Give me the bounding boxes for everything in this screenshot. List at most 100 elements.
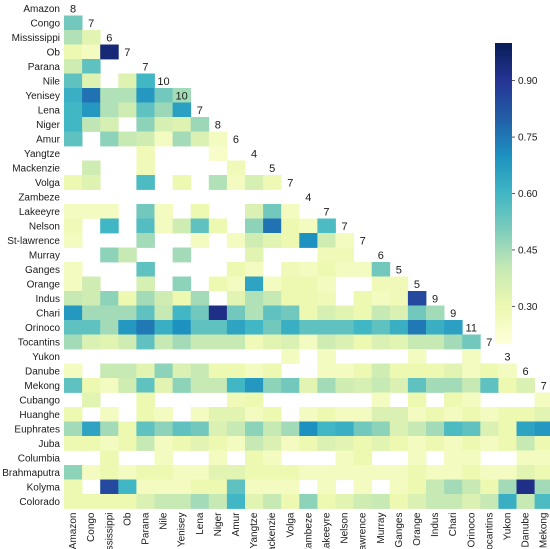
- heatmap-cell: [480, 479, 499, 495]
- heatmap-cell: [136, 73, 155, 89]
- column-label: Lena: [195, 512, 206, 535]
- row-label: Lakeeyre: [19, 207, 61, 218]
- heatmap-cell: [208, 334, 228, 350]
- heatmap-cell: [245, 479, 264, 495]
- heatmap-cell: [534, 407, 550, 422]
- column-label: Congo: [86, 512, 97, 542]
- heatmap-cell: [299, 233, 318, 248]
- heatmap-cell: [317, 233, 336, 248]
- heatmap-cell: [317, 305, 336, 321]
- heatmap-cell: [263, 479, 282, 495]
- heatmap-cell: [64, 378, 83, 393]
- heatmap-cell: [190, 291, 210, 306]
- heatmap-cell: [444, 407, 463, 422]
- heatmap-cell: [190, 320, 210, 335]
- heatmap-cell: [245, 218, 264, 234]
- row-label: Mississippi: [12, 33, 60, 44]
- heatmap-cell: [136, 334, 155, 350]
- column-label: Mississippi: [104, 513, 115, 549]
- heatmap-cell: [64, 30, 83, 45]
- heatmap-cell: [136, 102, 155, 118]
- heatmap-cell: [426, 421, 445, 437]
- heatmap-cell: [136, 160, 155, 176]
- heatmap-cell: [154, 204, 173, 219]
- heatmap-cell: [317, 291, 336, 306]
- heatmap-cell: [317, 218, 336, 234]
- heatmap-cell: [534, 494, 550, 509]
- heatmap-cell: [516, 450, 535, 466]
- heatmap-cell: [245, 450, 264, 466]
- heatmap-cell: [172, 276, 192, 292]
- heatmap-cell: [281, 291, 300, 306]
- heatmap-cell: [498, 378, 517, 393]
- heatmap-cell: [498, 479, 517, 495]
- heatmap-cell: [208, 218, 228, 234]
- heatmap-cell: [100, 204, 119, 219]
- row-label: Huanghe: [19, 410, 60, 421]
- column-label: Orinoco: [466, 512, 477, 547]
- heatmap-cell: [353, 320, 373, 335]
- heatmap-cell: [208, 450, 228, 466]
- row-label: Columbia: [18, 453, 61, 464]
- heatmap-cell: [154, 305, 173, 321]
- heatmap-cell: [208, 421, 228, 437]
- heatmap-cell: [64, 59, 83, 74]
- heatmap-cell: [480, 407, 499, 422]
- heatmap-cell: [118, 305, 137, 321]
- heatmap-cell: [172, 334, 192, 350]
- heatmap-cell: [172, 421, 192, 437]
- heatmap-cell: [190, 233, 210, 248]
- heatmap-cell: [516, 378, 535, 393]
- heatmap-cell: [100, 479, 119, 495]
- heatmap-cell: [136, 276, 155, 292]
- row-count-label: 5: [269, 163, 275, 175]
- column-label: Yenisey: [177, 513, 188, 548]
- heatmap-cell: [136, 88, 155, 103]
- heatmap-cell: [100, 44, 119, 60]
- heatmap-cell: [136, 479, 155, 495]
- heatmap-cell: [64, 465, 83, 480]
- heatmap-cell: [281, 262, 300, 277]
- heatmap-cell: [64, 175, 83, 190]
- heatmap-cell: [299, 320, 318, 335]
- heatmap-cell: [335, 334, 354, 350]
- heatmap-cell: [407, 465, 427, 480]
- heatmap-cell: [245, 436, 264, 451]
- row-count-label: 10: [157, 76, 169, 88]
- heatmap-cell: [64, 320, 83, 335]
- heatmap-cell: [281, 479, 300, 495]
- heatmap-cell: [353, 262, 373, 277]
- heatmap-cell: [208, 494, 228, 509]
- heatmap-cell: [226, 436, 246, 451]
- heatmap-cell: [226, 320, 246, 335]
- heatmap-cell: [389, 334, 409, 350]
- heatmap-cell: [226, 160, 246, 176]
- heatmap-cell: [172, 494, 192, 509]
- heatmap-cell: [281, 465, 300, 480]
- heatmap-cell: [353, 421, 373, 437]
- heatmap-cell: [444, 378, 463, 393]
- heatmap-cell: [444, 494, 463, 509]
- row-label: Nelson: [29, 221, 60, 232]
- heatmap-cell: [389, 421, 409, 437]
- heatmap-cell: [172, 247, 192, 263]
- row-count-label: 7: [142, 61, 148, 73]
- heatmap-cell: [498, 407, 517, 422]
- heatmap-cell: [226, 305, 246, 321]
- heatmap-cell: [136, 465, 155, 480]
- heatmap-cell: [118, 334, 137, 350]
- heatmap-cell: [136, 233, 155, 248]
- row-count-label: 8: [215, 119, 221, 131]
- heatmap-cell: [516, 479, 535, 495]
- heatmap-cell: [64, 262, 83, 277]
- heatmap-cell: [353, 450, 373, 466]
- heatmap-cell: [100, 117, 119, 132]
- heatmap-cell: [154, 117, 173, 132]
- heatmap-cell: [299, 494, 318, 509]
- heatmap-cell: [263, 233, 282, 248]
- heatmap-cell: [299, 334, 318, 350]
- heatmap-cell: [317, 378, 336, 393]
- heatmap-cell: [281, 204, 300, 219]
- heatmap-cell: [498, 465, 517, 480]
- heatmap-cell: [190, 204, 210, 219]
